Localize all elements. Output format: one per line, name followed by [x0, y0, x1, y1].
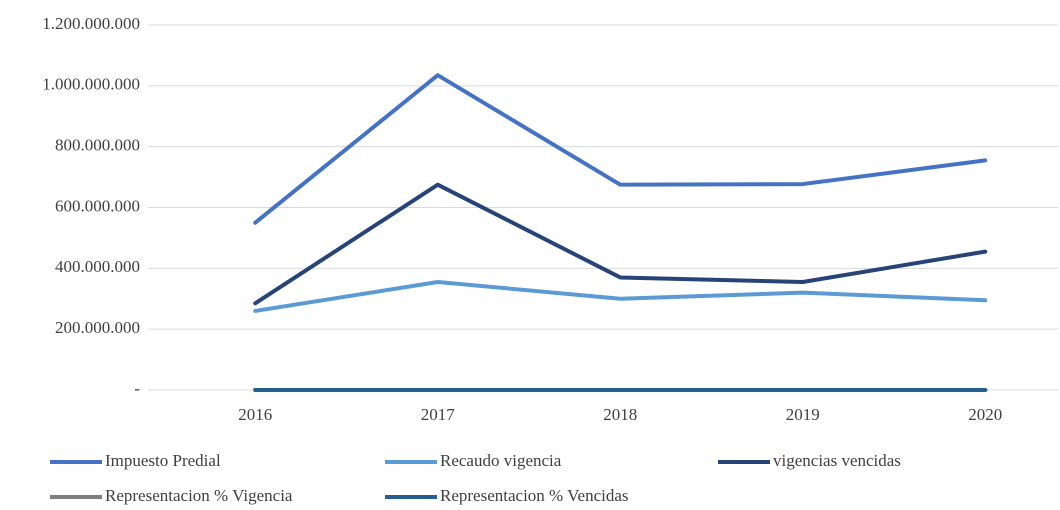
y-tick-label: 1.200.000.000 — [42, 14, 140, 33]
series-line — [253, 73, 988, 225]
series-line — [253, 280, 988, 313]
legend-label: Impuesto Predial — [105, 451, 221, 470]
x-tick-label: 2016 — [238, 405, 272, 424]
y-tick-label: 200.000.000 — [55, 318, 140, 337]
x-tick-label: 2018 — [603, 405, 637, 424]
series-line — [253, 182, 988, 306]
legend-label: vigencias vencidas — [773, 451, 901, 470]
y-tick-label: 1.000.000.000 — [42, 75, 140, 94]
y-tick-label: 800.000.000 — [55, 136, 140, 155]
legend-label: Representacion % Vigencia — [105, 486, 293, 505]
y-tick-label: 600.000.000 — [55, 196, 140, 215]
legend-label: Recaudo vigencia — [440, 451, 562, 470]
y-tick-label: 400.000.000 — [55, 257, 140, 276]
legend-label: Representacion % Vencidas — [440, 486, 629, 505]
y-tick-label: - — [134, 379, 140, 398]
x-tick-label: 2019 — [786, 405, 820, 424]
x-tick-label: 2017 — [421, 405, 456, 424]
x-tick-label: 2020 — [968, 405, 1002, 424]
